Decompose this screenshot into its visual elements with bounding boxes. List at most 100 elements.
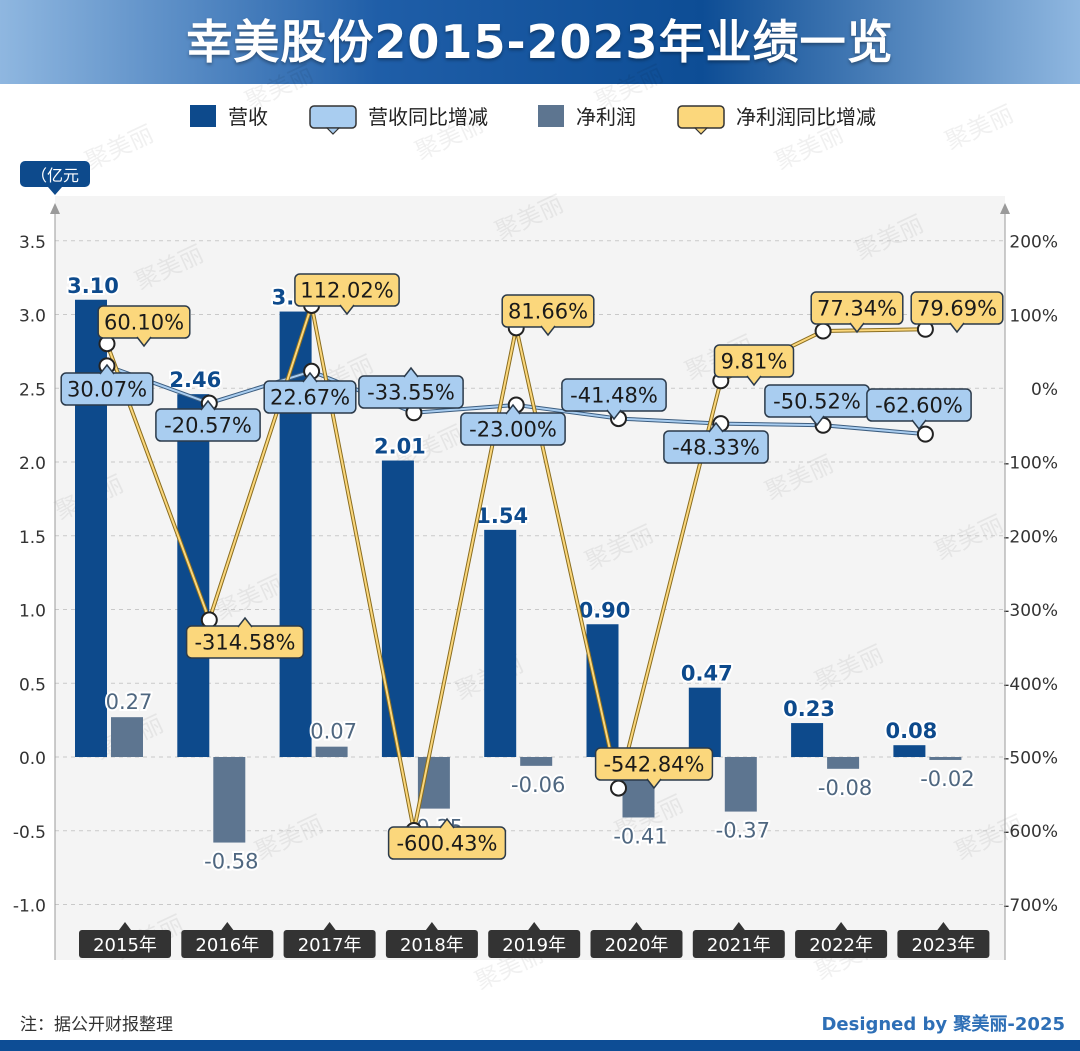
bar-revenue-label: 1.54	[476, 504, 528, 528]
revenue-yoy-label-pointer	[911, 419, 927, 431]
net-profit-yoy-label: -600.43%	[387, 817, 507, 860]
net-profit-yoy-label: 60.10%	[97, 305, 191, 348]
y-right-tick-label: 100%	[1009, 306, 1058, 326]
x-tick-badge	[795, 930, 888, 958]
net-profit-yoy-label-text: -314.58%	[194, 631, 295, 655]
revenue-yoy-label-text: -41.48%	[570, 384, 658, 408]
x-tick-label: 2017年	[298, 935, 362, 956]
bar-revenue-label: 0.23	[783, 697, 835, 721]
revenue-yoy-label: -23.00%	[460, 403, 566, 446]
title-banner	[0, 0, 1080, 84]
legend-swatch	[538, 105, 564, 127]
y-right-tick-label: -600%	[1003, 822, 1058, 842]
net-profit-yoy-label-pointer	[136, 336, 152, 348]
net-profit-yoy-label-text: 79.69%	[917, 297, 997, 321]
y-right-tick-label: -200%	[1003, 527, 1058, 547]
legend-swatch-pointer	[693, 127, 709, 135]
revenue-yoy-label-pointer	[505, 403, 521, 415]
bar-revenue	[688, 687, 721, 757]
x-tick-badge	[181, 930, 274, 958]
bar-net-profit-label: 0.27	[106, 690, 153, 714]
bar-net-profit-label: -0.02	[920, 767, 974, 791]
revenue-yoy-label-text: -48.33%	[672, 436, 760, 460]
y-left-tick-label: -1.0	[13, 897, 46, 917]
net-profit-yoy-label-text: 77.34%	[817, 297, 897, 321]
net-profit-yoy-label: 79.69%	[910, 291, 1004, 334]
bar-net-profit	[315, 746, 348, 757]
legend-label: 净利润同比增减	[736, 105, 876, 129]
bar-revenue	[484, 529, 517, 757]
bar-revenue-label: 0.47	[681, 662, 733, 686]
revenue-yoy-label: -62.60%	[866, 388, 972, 431]
net-profit-yoy-label-pointer	[746, 375, 762, 387]
revenue-yoy-marker	[916, 425, 934, 443]
x-tick-pointer	[732, 922, 745, 930]
bar-revenue	[381, 460, 414, 757]
revenue-yoy-label-text: 22.67%	[270, 386, 350, 410]
x-tick-label: 2020年	[605, 935, 669, 956]
net-profit-yoy-label-pointer	[646, 778, 662, 790]
net-profit-yoy-marker	[814, 322, 832, 340]
revenue-yoy-label: -41.48%	[561, 378, 667, 421]
x-tick-badge	[283, 930, 376, 958]
bar-net-profit-label: 0.07	[310, 720, 357, 744]
y-left-tick-label: 3.0	[19, 307, 46, 327]
x-tick-pointer	[323, 922, 336, 930]
net-profit-yoy-label-pointer	[339, 304, 355, 316]
x-tick-pointer	[835, 922, 848, 930]
net-profit-yoy-label-text: 112.02%	[300, 279, 393, 303]
net-profit-yoy-label-text: 9.81%	[721, 350, 788, 374]
bar-net-profit	[724, 757, 757, 812]
footer-credit: Designed by 聚美丽-2025	[821, 1013, 1065, 1035]
net-profit-yoy-label: 112.02%	[294, 273, 400, 316]
net-profit-yoy-label-pointer	[540, 325, 556, 337]
x-tick-label: 2021年	[707, 935, 771, 956]
bar-revenue	[893, 745, 926, 757]
bar-net-profit	[111, 717, 143, 757]
legend-swatch	[309, 105, 357, 129]
revenue-yoy-label: 22.67%	[263, 371, 357, 414]
unit-label: （亿元	[31, 166, 79, 185]
bar-net-profit	[929, 757, 962, 760]
unit-badge	[20, 161, 90, 187]
net-profit-yoy-label-pointer	[439, 817, 455, 829]
net-profit-yoy-label: -542.84%	[594, 747, 714, 790]
bar-net-profit-label: -0.37	[716, 819, 770, 843]
y-right-axis-arrow	[1000, 203, 1010, 214]
legend-label: 营收同比增减	[368, 105, 488, 129]
y-left-tick-label: 0.0	[19, 749, 46, 769]
unit-badge-pointer	[48, 187, 62, 195]
bar-revenue-label: 3.10	[67, 274, 119, 298]
x-tick-badge	[590, 930, 683, 958]
bar-revenue	[586, 624, 619, 757]
net-profit-yoy-label-text: 60.10%	[104, 311, 184, 335]
revenue-yoy-label-text: 30.07%	[67, 378, 147, 402]
net-profit-yoy-marker	[610, 779, 627, 797]
footer-bar	[0, 1040, 1080, 1051]
footer-note: 注：据公开财报整理	[20, 1015, 173, 1035]
x-tick-pointer	[425, 922, 438, 930]
x-tick-badge	[897, 930, 990, 958]
x-tick-label: 2015年	[93, 935, 157, 956]
bar-net-profit	[827, 757, 860, 769]
net-profit-yoy-label: -314.58%	[185, 616, 305, 659]
x-tick-label: 2022年	[809, 935, 873, 956]
x-tick-pointer	[119, 922, 131, 930]
revenue-yoy-label-pointer	[99, 363, 115, 375]
y-right-tick-label: -100%	[1003, 454, 1058, 474]
bar-net-profit	[520, 757, 553, 766]
net-profit-yoy-label-text: 81.66%	[508, 300, 588, 324]
y-left-tick-label: -0.5	[13, 823, 46, 843]
net-profit-yoy-marker	[200, 611, 218, 629]
revenue-yoy-label: -20.57%	[155, 399, 261, 442]
x-tick-badge	[385, 930, 478, 958]
legend-swatch-pointer	[325, 127, 341, 135]
revenue-yoy-label: -48.33%	[663, 421, 769, 464]
net-profit-yoy-label-pointer	[849, 322, 865, 334]
revenue-yoy-label-text: -62.60%	[875, 394, 963, 418]
revenue-yoy-label: -33.55%	[358, 366, 464, 409]
x-tick-pointer	[937, 922, 950, 930]
y-left-axis-arrow	[50, 203, 60, 214]
